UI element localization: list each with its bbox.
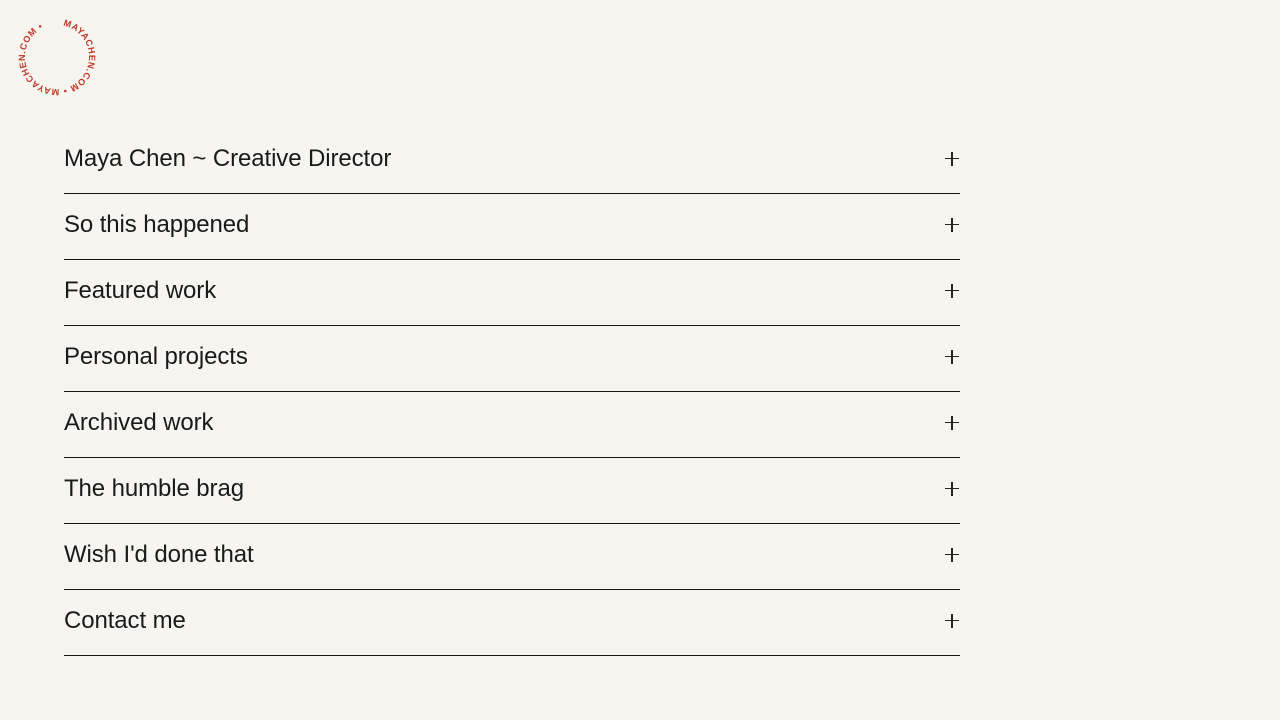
accordion-item-featured-work[interactable]: Featured work bbox=[64, 260, 960, 326]
accordion-item-contact-me[interactable]: Contact me bbox=[64, 590, 960, 656]
accordion-item-label: Maya Chen ~ Creative Director bbox=[64, 144, 392, 172]
plus-icon[interactable] bbox=[944, 283, 960, 299]
plus-icon[interactable] bbox=[944, 151, 960, 167]
accordion-item-label: Featured work bbox=[64, 276, 217, 304]
accordion-item-label: Contact me bbox=[64, 606, 186, 634]
plus-icon[interactable] bbox=[944, 349, 960, 365]
site-logo[interactable]: MAYACHEN.COM • MAYACHEN.COM • bbox=[14, 14, 100, 100]
plus-icon[interactable] bbox=[944, 613, 960, 629]
plus-icon[interactable] bbox=[944, 481, 960, 497]
plus-icon[interactable] bbox=[944, 547, 960, 563]
accordion-item-label: Personal projects bbox=[64, 342, 248, 370]
accordion-item-wish-id-done-that[interactable]: Wish I'd done that bbox=[64, 524, 960, 590]
accordion-item-label: The humble brag bbox=[64, 474, 244, 502]
plus-icon[interactable] bbox=[944, 415, 960, 431]
accordion-item-label: Wish I'd done that bbox=[64, 540, 254, 568]
accordion-item-maya-chen-creative-director[interactable]: Maya Chen ~ Creative Director bbox=[64, 128, 960, 194]
logo-ring-text: MAYACHEN.COM • MAYACHEN.COM • bbox=[17, 18, 97, 97]
accordion-item-the-humble-brag[interactable]: The humble brag bbox=[64, 458, 960, 524]
circular-logo-icon: MAYACHEN.COM • MAYACHEN.COM • bbox=[17, 18, 97, 97]
accordion-item-label: Archived work bbox=[64, 408, 214, 436]
accordion-item-personal-projects[interactable]: Personal projects bbox=[64, 326, 960, 392]
plus-icon[interactable] bbox=[944, 217, 960, 233]
accordion-list: Maya Chen ~ Creative Director So this ha… bbox=[64, 128, 960, 656]
logo-ring-textpath: MAYACHEN.COM • MAYACHEN.COM • bbox=[17, 18, 97, 97]
accordion-item-so-this-happened[interactable]: So this happened bbox=[64, 194, 960, 260]
accordion-item-label: So this happened bbox=[64, 210, 250, 238]
accordion-item-archived-work[interactable]: Archived work bbox=[64, 392, 960, 458]
